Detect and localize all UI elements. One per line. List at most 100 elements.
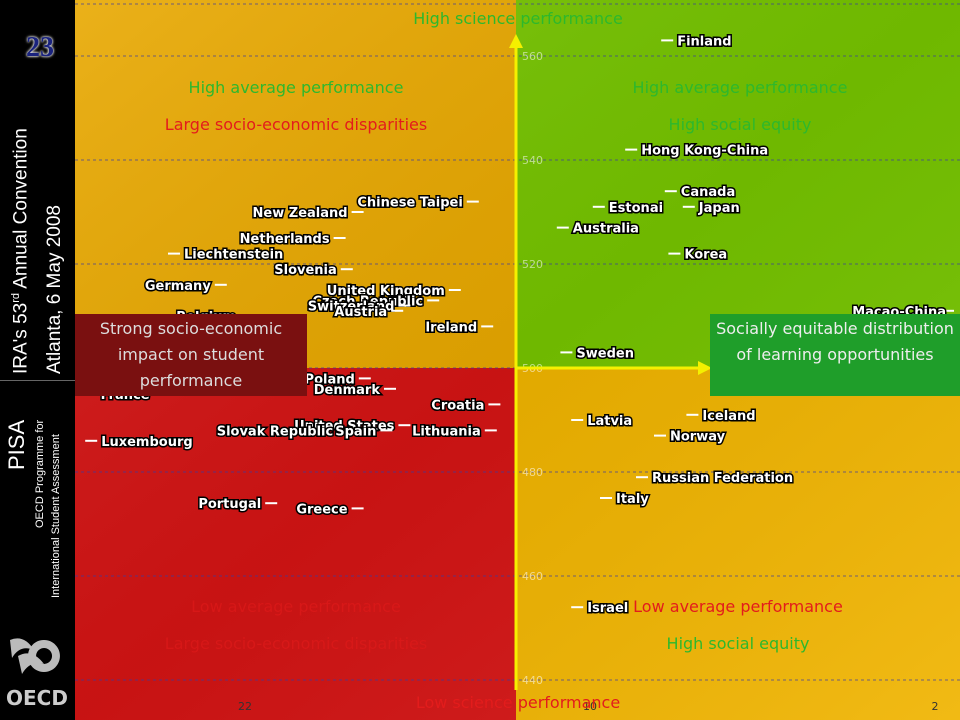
slide-number: 23 xyxy=(26,32,54,63)
point-label: Denmark xyxy=(314,383,381,398)
country-point: Croatia xyxy=(430,397,501,415)
programme-line-2: International Student Assessment xyxy=(50,434,62,598)
x-axis-arrow-icon xyxy=(698,361,712,375)
oecd-logo-text: OECD xyxy=(6,686,68,710)
point-label: Hong Kong-China xyxy=(641,144,768,159)
axes xyxy=(509,34,712,690)
quadrant-labels: High science performance Low science perf… xyxy=(165,9,848,712)
oecd-logo-mark-icon xyxy=(10,638,60,674)
point-label: Sweden xyxy=(576,346,634,361)
point-label: Portugal xyxy=(198,497,261,512)
country-point: Switzerland xyxy=(306,298,411,316)
country-point: Liechtenstein xyxy=(168,246,285,264)
country-point: New Zealand xyxy=(251,205,364,223)
country-point: Lithuania xyxy=(411,423,497,441)
country-point: Netherlands xyxy=(238,231,346,249)
conference-location: Atlanta, 6 May 2008 xyxy=(44,205,65,374)
point-label: Netherlands xyxy=(240,232,330,247)
point-label: Czech Republic xyxy=(312,294,423,309)
point-label: Germany xyxy=(145,279,211,294)
y-axis-arrow-icon xyxy=(509,34,523,48)
country-point: Russian Federation xyxy=(636,470,795,488)
country-point: Portugal xyxy=(197,496,278,514)
sidebar-divider xyxy=(0,380,75,381)
country-point: Estonai xyxy=(592,199,665,217)
country-point: Australia xyxy=(556,220,640,238)
country-point: Norway xyxy=(654,428,727,446)
country-point: Germany xyxy=(143,277,227,295)
quadrant-label-bottom-left: Low average performance xyxy=(191,597,401,616)
axis-label-top: High science performance xyxy=(413,9,623,28)
country-point: Italy xyxy=(600,491,651,509)
country-point: Iceland xyxy=(686,407,757,425)
country-point: Greece xyxy=(295,501,364,519)
point-label: Luxembourg xyxy=(101,435,193,450)
country-point: United States xyxy=(293,418,411,436)
country-point: Slovenia xyxy=(273,262,353,280)
country-point: Czech Republic xyxy=(311,293,440,311)
country-point: Slovak Republic xyxy=(215,423,350,441)
x-tick-label: 2 xyxy=(932,700,939,713)
sidebar: PISA OECD Programme for International St… xyxy=(0,0,75,720)
point-label: Switzerland xyxy=(308,300,395,315)
point-label: Italy xyxy=(616,492,649,507)
quadrant-label-top-right: High average performance xyxy=(633,78,848,97)
country-point: Latvia xyxy=(571,413,634,431)
point-label: Chinese Taipei xyxy=(357,196,462,211)
country-point: Luxembourg xyxy=(85,433,194,451)
country-point: Hong Kong-China xyxy=(625,142,770,160)
point-label: Canada xyxy=(681,185,735,200)
point-label: Israel xyxy=(587,601,628,616)
point-label: Slovak Republic xyxy=(217,424,333,439)
country-point: Japan xyxy=(682,199,741,217)
point-label: Poland xyxy=(305,372,355,387)
point-label: Croatia xyxy=(431,398,484,413)
y-tick-label: 440 xyxy=(522,674,543,687)
callout-strong-socioeconomic-impact: Strong socio-economic impact on student … xyxy=(75,314,307,396)
y-tick-label: 560 xyxy=(522,50,543,63)
country-point: Austria xyxy=(333,303,404,321)
oecd-logo: OECD xyxy=(4,630,72,714)
point-label: New Zealand xyxy=(253,206,348,221)
point-label: Australia xyxy=(573,222,639,237)
quadrant-label-top-right: High social equity xyxy=(669,115,812,134)
point-label: Greece xyxy=(296,502,347,517)
point-label: United Kingdom xyxy=(327,284,445,299)
country-point: Finland xyxy=(661,33,733,51)
country-point: Chinese Taipei xyxy=(356,194,479,212)
point-label: Finland xyxy=(677,34,731,49)
point-label: Norway xyxy=(670,430,726,445)
callout-socially-equitable: Socially equitable distribution of learn… xyxy=(710,314,960,396)
country-point: Israel xyxy=(571,600,630,618)
country-point: United Kingdom xyxy=(325,283,461,301)
point-label: Latvia xyxy=(587,414,632,429)
point-label: Lithuania xyxy=(412,424,481,439)
quadrant-label-bottom-right: Low average performance xyxy=(633,597,843,616)
x-tick-label: 10 xyxy=(583,700,597,713)
country-point: Spain xyxy=(334,423,393,441)
point-label: United States xyxy=(294,419,395,434)
point-label: Slovenia xyxy=(274,263,337,278)
y-tick-label: 480 xyxy=(522,466,543,479)
country-point: Ireland xyxy=(424,319,494,337)
quadrant-label-top-left: Large socio-economic disparities xyxy=(165,115,427,134)
quadrant-label-bottom-right: High social equity xyxy=(667,634,810,653)
country-point: Korea xyxy=(668,246,729,264)
country-point: Denmark xyxy=(312,381,396,399)
y-tick-label: 540 xyxy=(522,154,543,167)
x-tick-label: 22 xyxy=(238,700,252,713)
point-label: Liechtenstein xyxy=(184,248,283,263)
y-tick-label: 460 xyxy=(522,570,543,583)
quadrant-label-top-left: High average performance xyxy=(189,78,404,97)
y-tick-label: 520 xyxy=(522,258,543,271)
point-label: Ireland xyxy=(425,320,477,335)
programme-line-1: OECD Programme for xyxy=(34,419,46,528)
conference-name: IRA's 53rd Annual Convention xyxy=(10,128,32,374)
country-point: Poland xyxy=(303,371,371,389)
point-label: Spain xyxy=(335,424,376,439)
pisa-title: PISA xyxy=(4,419,29,470)
point-label: Estonai xyxy=(609,201,663,216)
quadrant-label-bottom-left: Large socio-economic disparities xyxy=(165,634,427,653)
point-label: Russian Federation xyxy=(652,471,793,486)
country-point: Sweden xyxy=(560,345,635,363)
